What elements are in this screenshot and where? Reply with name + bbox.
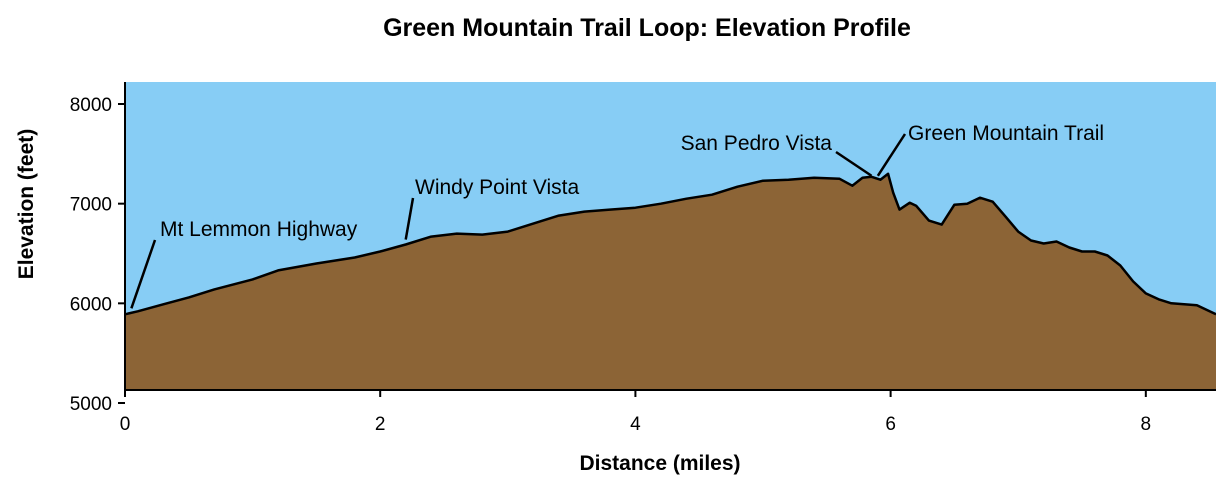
annotations-group: Mt Lemmon Highway Windy Point Vista San Pe… [130, 122, 1104, 309]
x-tick-label: 4 [630, 414, 641, 435]
x-axis-label: Distance (miles) [579, 452, 740, 475]
annotation-label: San Pedro Vista [681, 132, 833, 155]
elevation-profile-line [124, 172, 1216, 316]
annotation-label: Windy Point Vista [415, 176, 580, 199]
chart-title: Green Mountain Trail Loop: Elevation Pro… [383, 14, 911, 42]
x-tick-label: 6 [885, 414, 896, 435]
annotation-leader-line [835, 150, 873, 177]
y-tick-label: 6000 [70, 294, 112, 315]
y-tick-label: 7000 [70, 195, 112, 216]
annotation-leader-line [404, 197, 415, 240]
annotation-label: Green Mountain Trail [908, 122, 1104, 145]
axes-group: 5000 6000 7000 8000 0 2 4 6 8 [70, 82, 1216, 435]
x-tick-label: 2 [375, 414, 386, 435]
annotation-label: Mt Lemmon Highway [160, 218, 358, 241]
x-tick-label: 0 [120, 414, 131, 435]
y-tick-label: 5000 [70, 394, 112, 415]
y-axis-label: Elevation (feet) [15, 129, 38, 280]
y-tick-label: 8000 [70, 95, 112, 116]
terrain-area [125, 173, 1216, 390]
annotation-leader-line [130, 239, 157, 309]
x-tick-label: 8 [1141, 414, 1152, 435]
annotation-leader-line [876, 133, 907, 177]
